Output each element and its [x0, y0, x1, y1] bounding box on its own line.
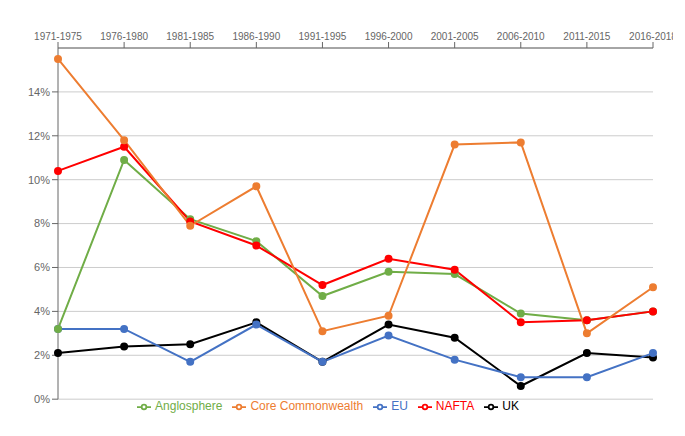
svg-text:6%: 6%	[34, 261, 50, 273]
svg-text:1976-1980: 1976-1980	[100, 31, 148, 42]
svg-text:10%: 10%	[28, 174, 50, 186]
svg-text:12%: 12%	[28, 130, 50, 142]
svg-text:1981-1985: 1981-1985	[166, 31, 214, 42]
svg-text:1991-1995: 1991-1995	[299, 31, 347, 42]
svg-text:2006-2010: 2006-2010	[497, 31, 545, 42]
svg-text:2016-2018: 2016-2018	[629, 31, 673, 42]
html-text:Anglosphere: Anglosphere	[155, 399, 223, 414]
svg-text:2%: 2%	[34, 349, 50, 361]
html-text:UK: UK	[502, 399, 519, 414]
svg-text:1986-1990: 1986-1990	[232, 31, 280, 42]
html-text:Core Commonwealth: Core Commonwealth	[250, 399, 364, 414]
svg-text:4%: 4%	[34, 305, 50, 317]
svg-text:8%: 8%	[34, 217, 50, 229]
html-text:NAFTA: NAFTA	[435, 399, 475, 414]
svg-text:2001-2005: 2001-2005	[431, 31, 479, 42]
svg-text:1971-1975: 1971-1975	[34, 31, 82, 42]
svg-text:1996-2000: 1996-2000	[365, 31, 413, 42]
svg-text:0%: 0%	[34, 393, 50, 405]
svg-text:2011-2015: 2011-2015	[563, 31, 611, 42]
svg-text:14%: 14%	[28, 86, 50, 98]
html-text:EU: EU	[391, 399, 408, 414]
